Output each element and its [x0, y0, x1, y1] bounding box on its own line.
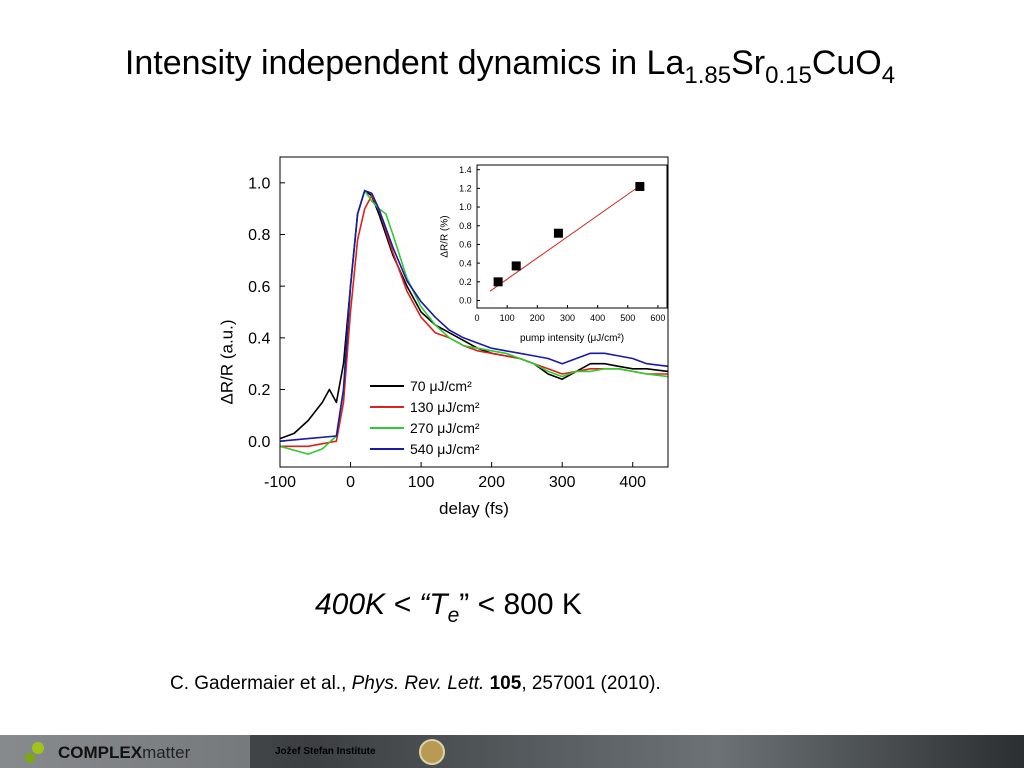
- footer-logo: COMPLEXmatter: [58, 743, 191, 762]
- x-tick-label: 600: [650, 313, 665, 323]
- plots: -100 0 100 200 300 400 0.0 0.2 0.4 0.6 0.8 1.0 delay…: [217, 156, 669, 518]
- logo-mark: [25, 753, 35, 763]
- title-part: CuO: [812, 44, 882, 82]
- y-tick-label: 0.0: [248, 434, 270, 451]
- note: 400K < “Te” < 800 K: [315, 588, 582, 627]
- citation-volume: 105: [490, 673, 522, 694]
- footer-institute: Jožef Stefan Institute: [275, 746, 376, 757]
- x-tick-label: 500: [620, 313, 635, 323]
- y-tick-label: 0.6: [248, 279, 270, 296]
- y-axis-label: ΔR/R (%): [440, 215, 451, 257]
- x-tick-label: -100: [264, 474, 296, 491]
- x-tick-label: 100: [408, 474, 435, 491]
- title-subscript: 4: [882, 62, 895, 89]
- x-tick-label: 100: [500, 313, 515, 323]
- x-axis-label: delay (fs): [439, 499, 509, 518]
- title-part: Intensity independent dynamics in La: [125, 44, 685, 82]
- citation: C. Gadermaier et al., Phys. Rev. Lett. 1…: [170, 673, 661, 694]
- legend-label: 70 μJ/cm²: [410, 378, 472, 394]
- logo-mark: [32, 742, 44, 754]
- logo-part: matter: [142, 743, 191, 762]
- y-tick-label: 1.2: [459, 184, 472, 194]
- series-line: [279, 189, 669, 442]
- data-point: [493, 277, 503, 287]
- y-tick-label: 1.0: [248, 175, 270, 192]
- note-subscript: e: [448, 604, 460, 627]
- y-tick-label: 0.6: [459, 240, 472, 250]
- x-tick-label: 0: [346, 474, 355, 491]
- y-tick-label: 1.4: [459, 165, 472, 175]
- series-line: [279, 189, 669, 440]
- plot-frame: [279, 156, 669, 468]
- y-tick-label: 0.2: [459, 277, 472, 287]
- y-axis-label: ΔR/R (a.u.): [217, 319, 236, 404]
- title-part: Sr: [731, 44, 765, 82]
- title-subscript: 0.15: [765, 62, 812, 89]
- citation-part: , 257001 (2010).: [521, 673, 660, 694]
- legend-label: 130 μJ/cm²: [410, 399, 480, 415]
- x-tick-label: 200: [478, 474, 505, 491]
- data-point: [635, 181, 645, 191]
- note-part: ” < 800 K: [459, 588, 582, 621]
- footer-bar: [0, 735, 1024, 768]
- x-tick-label: 300: [560, 313, 575, 323]
- x-tick-label: 300: [549, 474, 576, 491]
- title-subscript: 1.85: [684, 62, 731, 89]
- data-point: [511, 261, 521, 271]
- y-tick-label: 0.8: [248, 227, 270, 244]
- x-tick-label: 400: [590, 313, 605, 323]
- x-tick-label: 200: [530, 313, 545, 323]
- x-axis-label: pump intensity (μJ/cm²): [520, 333, 624, 344]
- slide-title: Intensity independent dynamics in La1.85…: [125, 44, 895, 89]
- logo-part: COMPLEX: [58, 743, 143, 762]
- plot-frame: [476, 164, 668, 309]
- y-tick-label: 0.4: [248, 330, 270, 347]
- citation-journal: Phys. Rev. Lett.: [352, 673, 485, 694]
- x-tick-label: 0: [474, 313, 479, 323]
- citation-part: C. Gadermaier et al.,: [170, 673, 352, 694]
- y-tick-label: 0.4: [459, 258, 472, 268]
- legend-label: 270 μJ/cm²: [410, 420, 480, 436]
- y-tick-label: 1.0: [459, 202, 472, 212]
- legend-label: 540 μJ/cm²: [410, 441, 480, 457]
- footer-seal: [419, 739, 445, 765]
- data-point: [553, 228, 563, 238]
- y-tick-label: 0.0: [459, 296, 472, 306]
- chart: 0 100 200 300 400 500 600 0.0 0.2 0.4 0.6 0.8 1.0 1.2…: [440, 164, 668, 344]
- note-part: 400K < “T: [315, 588, 450, 621]
- y-tick-label: 0.2: [248, 382, 270, 399]
- series-line: [489, 183, 644, 292]
- x-tick-label: 400: [619, 474, 646, 491]
- y-tick-label: 0.8: [459, 221, 472, 231]
